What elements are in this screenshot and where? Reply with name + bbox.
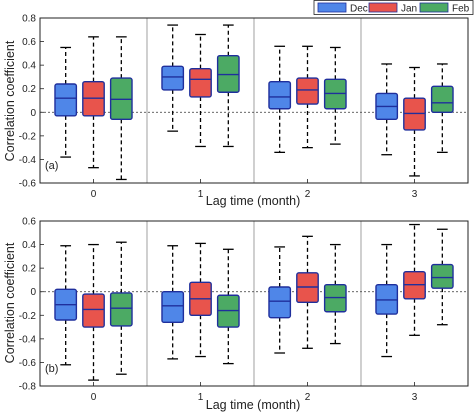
box-dec-3 (375, 63, 399, 156)
x-tick-label: 2 (305, 189, 311, 200)
box-body (109, 292, 133, 327)
box-dec-1 (161, 24, 185, 132)
x-tick-label: 2 (305, 392, 311, 403)
box-feb-2 (323, 46, 347, 145)
box-dec-0 (54, 46, 78, 158)
panel-label: (b) (45, 363, 58, 375)
y-tick-label: -0.4 (19, 155, 37, 166)
box-feb-1 (216, 24, 240, 148)
legend-item-jan: Jan (368, 2, 417, 15)
box-body (82, 293, 105, 328)
x-axis-label: Lag time (month) (206, 398, 300, 412)
y-tick-label: -0.4 (19, 334, 37, 345)
box-body (430, 263, 454, 289)
box-body (161, 291, 185, 324)
y-tick-label: 0.6 (22, 217, 36, 228)
panel-label: (a) (45, 160, 58, 172)
x-tick-label: 1 (198, 392, 204, 403)
box-jan-0 (82, 243, 105, 381)
legend-item-feb: Feb (419, 2, 470, 15)
x-tick-label: 0 (91, 189, 97, 200)
x-tick-label: 3 (412, 392, 418, 403)
box-dec-2 (268, 45, 292, 154)
box-jan-3 (403, 66, 426, 177)
x-tick-label: 1 (198, 189, 204, 200)
y-tick-label: 0 (30, 287, 36, 298)
y-tick-label: -0.2 (19, 131, 37, 142)
plot-frame (39, 220, 469, 387)
y-tick-label: 0.4 (22, 61, 36, 72)
y-tick-label: 0.2 (22, 264, 36, 275)
box-body (54, 83, 78, 117)
legend-swatch-jan (368, 2, 398, 13)
box-dec-0 (54, 245, 78, 366)
legend: Dec Jan Feb (313, 0, 474, 15)
box-body (161, 65, 185, 91)
box-body (268, 286, 292, 319)
y-tick-label: 0.6 (22, 37, 36, 48)
legend-item-dec: Dec (317, 2, 368, 15)
box-feb-3 (430, 63, 454, 154)
box-feb-1 (216, 248, 240, 365)
legend-label-feb: Feb (452, 4, 470, 15)
y-axis-label: Correlation coefficient (3, 242, 17, 363)
box-jan-1 (189, 33, 212, 148)
box-jan-0 (82, 36, 105, 169)
legend-swatch-feb (419, 2, 449, 13)
box-jan-1 (189, 242, 212, 358)
y-tick-label: 0.4 (22, 240, 36, 251)
panel-a: Correlation coefficient (a) Lag time (mo… (3, 14, 469, 208)
box-jan-2 (296, 235, 319, 349)
box-feb-0 (109, 36, 133, 181)
y-tick-label: 0.2 (22, 84, 36, 95)
box-dec-2 (268, 246, 292, 354)
x-tick-label: 0 (91, 392, 97, 403)
y-tick-label: -0.6 (19, 179, 37, 190)
legend-label-dec: Dec (350, 4, 368, 15)
y-tick-label: -0.2 (19, 311, 37, 322)
y-axis-label: Correlation coefficient (3, 40, 17, 161)
box-feb-0 (109, 241, 133, 375)
x-axis-label: Lag time (month) (206, 194, 300, 208)
legend-label-jan: Jan (401, 4, 417, 15)
y-tick-label: 0.8 (22, 14, 36, 25)
box-body (430, 85, 454, 113)
box-body (189, 67, 212, 98)
y-tick-label: -0.8 (19, 382, 37, 393)
box-dec-3 (375, 243, 399, 358)
plot-frame (39, 17, 469, 184)
y-tick-label: 0 (30, 108, 36, 119)
box-jan-3 (403, 223, 426, 336)
box-body (268, 80, 292, 110)
box-body (296, 77, 319, 105)
box-feb-3 (430, 228, 454, 326)
box-dec-1 (161, 245, 185, 360)
legend-swatch-dec (317, 2, 347, 13)
box-feb-2 (323, 243, 347, 345)
panel-b: Correlation coefficient (b) Lag time (mo… (3, 217, 469, 412)
y-tick-label: -0.6 (19, 358, 37, 369)
x-tick-label: 3 (412, 189, 418, 200)
box-jan-2 (296, 45, 319, 149)
